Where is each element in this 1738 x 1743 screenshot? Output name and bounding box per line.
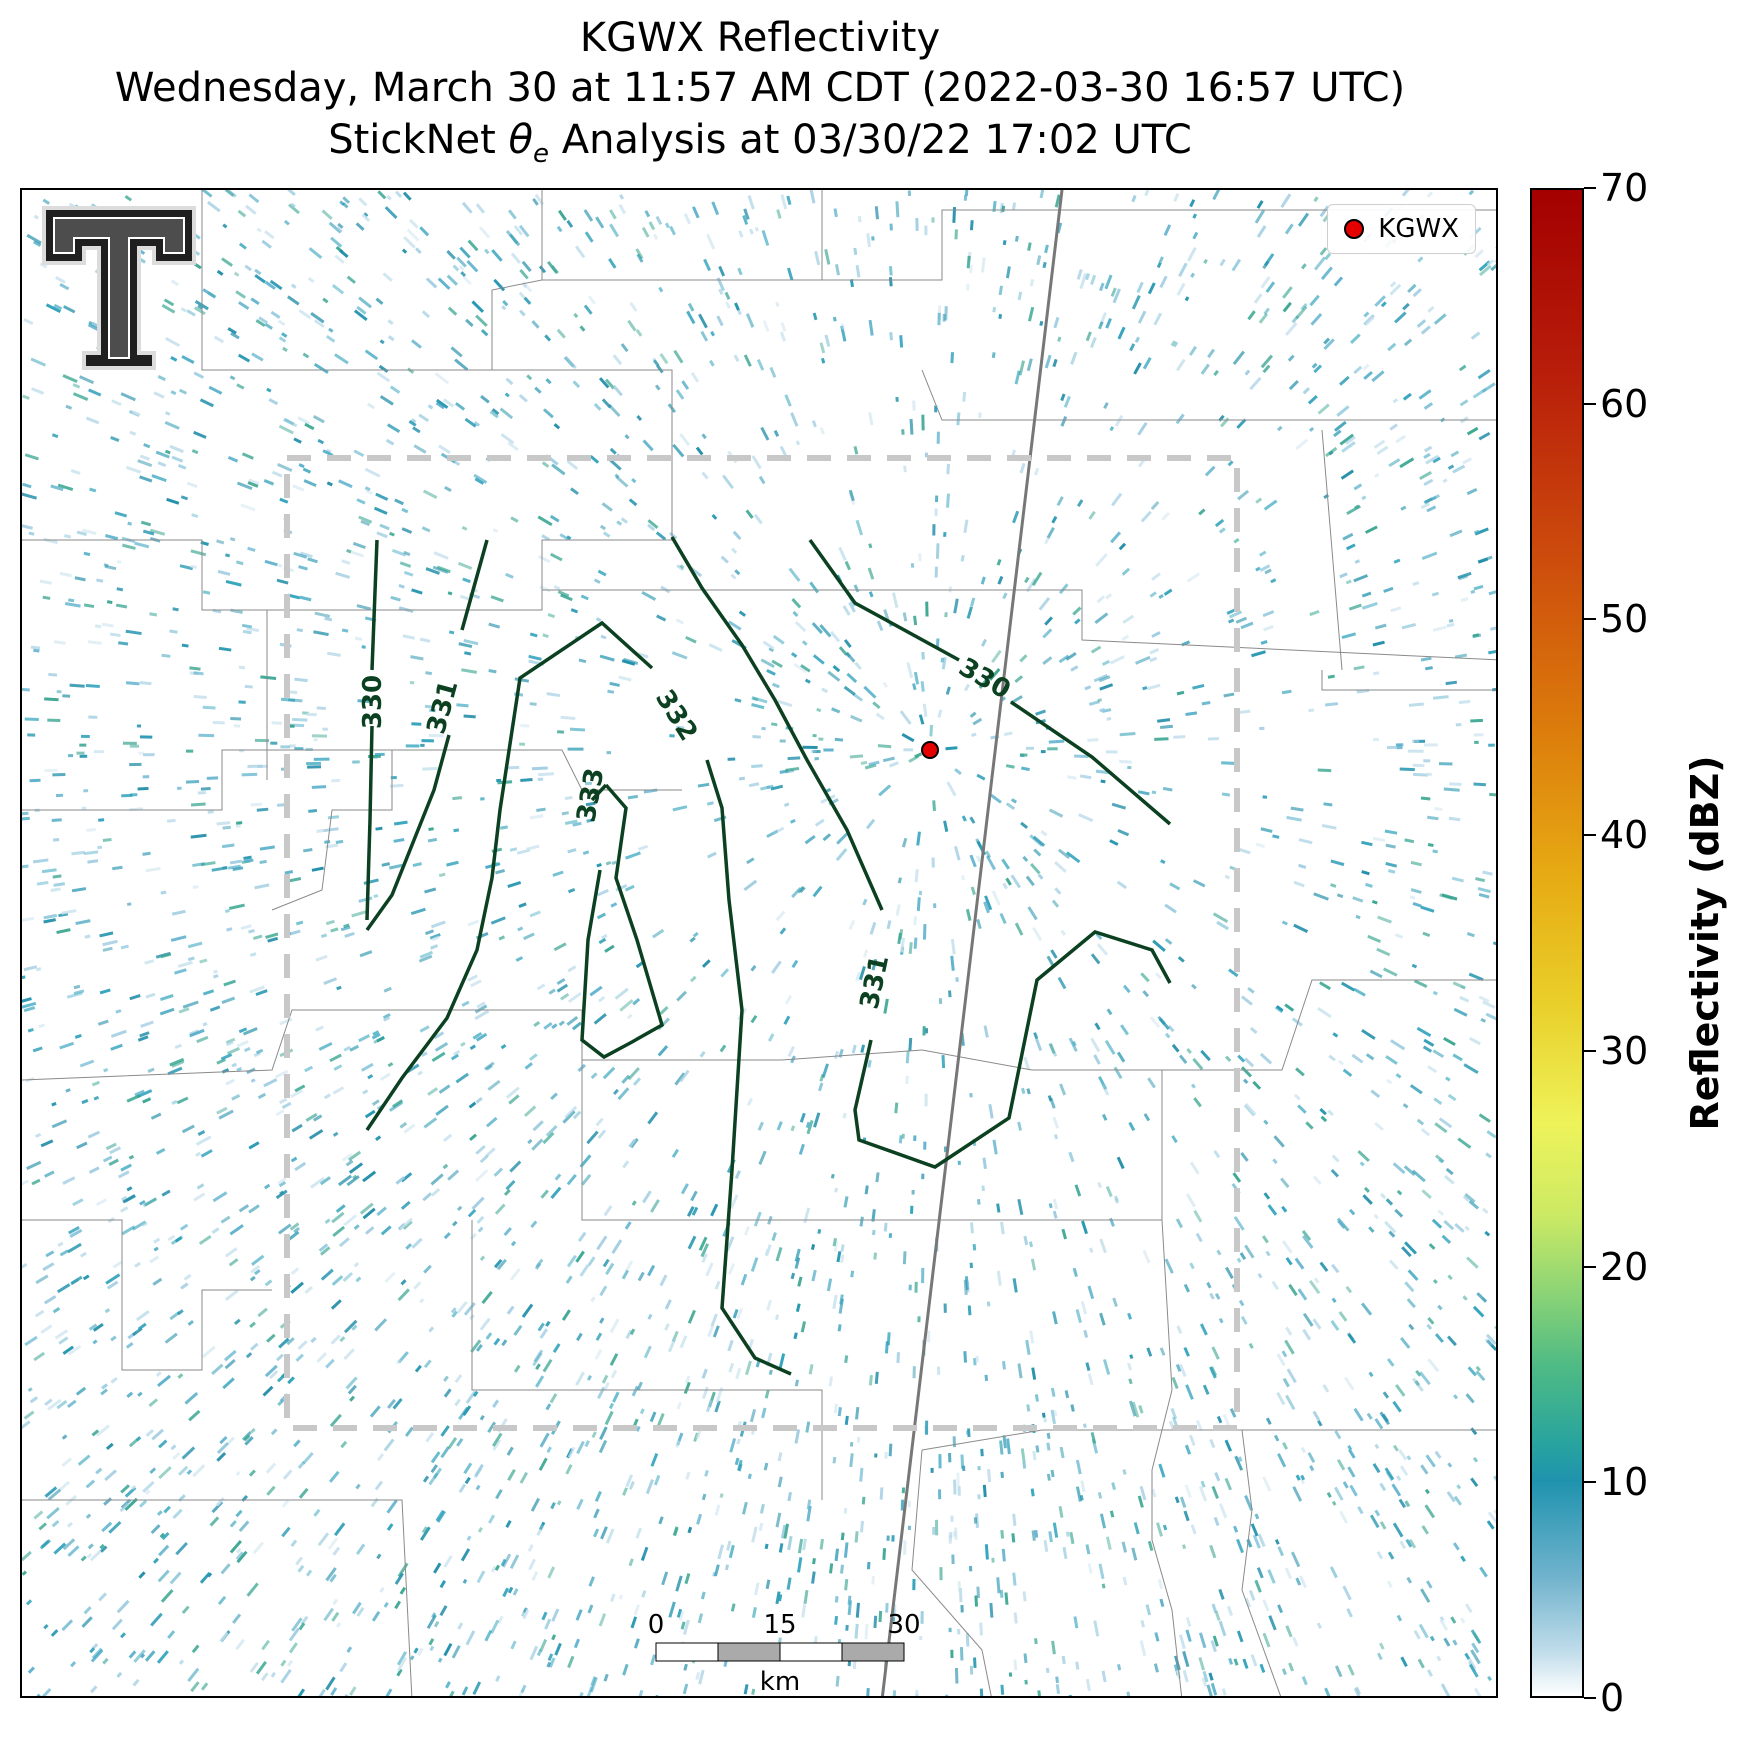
county-boundaries [22, 190, 1496, 1696]
colorbar-tick-label: 60 [1600, 381, 1649, 426]
scale-bar: 0 15 30 km [648, 1610, 921, 1697]
contour-330-east [808, 538, 1172, 826]
map-panel[interactable]: 330 331 332 333 330 331 0 15 30 km KGWX [20, 188, 1498, 1698]
scale-tick-15: 15 [763, 1610, 796, 1640]
colorbar-tick [1584, 1049, 1596, 1052]
kgwx-radar-site [921, 741, 939, 759]
colorbar-tick-label: 70 [1600, 166, 1649, 210]
title-analysis: StickNet θe Analysis at 03/30/22 17:02 U… [328, 117, 1192, 169]
colorbar-tick [1584, 834, 1596, 837]
colorbar-tick-label: 0 [1600, 1676, 1625, 1720]
colorbar-tick-label: 50 [1600, 597, 1649, 642]
contour-333 [580, 783, 665, 1060]
contour-label: 331 [855, 953, 896, 1012]
colorbar-tick [1584, 1697, 1596, 1699]
contour-330-west [365, 539, 379, 921]
colorbar-title: Reflectivity (dBZ) [1683, 755, 1727, 1131]
scale-tick-30: 30 [887, 1610, 920, 1640]
reflectivity-echoes [22, 190, 1496, 1696]
colorbar-tick [1584, 402, 1596, 405]
title-time: Wednesday, March 30 at 11:57 AM CDT (202… [114, 65, 1406, 111]
analysis-domain-box [284, 455, 1240, 1431]
colorbar-tick [1584, 1481, 1596, 1484]
contour-label: 331 [421, 677, 464, 737]
kgwx-marker-icon [1344, 219, 1365, 239]
ttu-logo [42, 206, 196, 370]
scale-unit: km [760, 1667, 800, 1697]
colorbar-tick-label: 30 [1600, 1028, 1649, 1073]
map-legend: KGWX [1327, 204, 1476, 254]
colorbar-tick [1584, 1265, 1596, 1268]
interstate-highway [880, 190, 1064, 1696]
legend-label: KGWX [1378, 214, 1459, 244]
contour-331-east [670, 536, 1172, 1169]
title-radar: KGWX Reflectivity [579, 15, 941, 61]
colorbar-tick-label: 40 [1600, 813, 1649, 858]
theta-e-contours [365, 536, 1172, 1376]
colorbar-tick [1584, 618, 1596, 621]
colorbar-tick-label: 10 [1600, 1460, 1649, 1505]
contour-label: 330 [358, 675, 388, 729]
colorbar-tick [1584, 187, 1596, 189]
reflectivity-colorbar [1530, 188, 1584, 1698]
contour-331-west [365, 539, 489, 932]
colorbar-tick-label: 20 [1600, 1244, 1649, 1289]
contour-332 [365, 620, 792, 1376]
contour-label: 333 [571, 766, 610, 825]
scale-tick-0: 0 [648, 1610, 665, 1640]
contour-label: 332 [649, 685, 703, 747]
map-canvas: 330 331 332 333 330 331 0 15 30 km [22, 190, 1496, 1697]
